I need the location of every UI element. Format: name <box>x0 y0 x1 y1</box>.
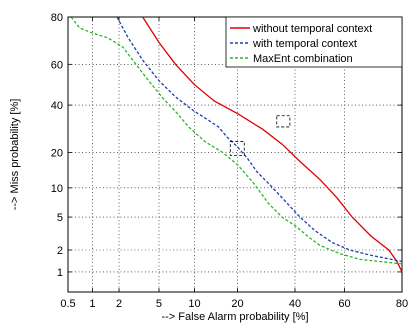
legend-label-3: MaxEnt combination <box>253 53 353 65</box>
ticks: 0.5 1 2 5 10 20 40 60 80 1 2 5 10 20 40 60 80 <box>51 12 408 310</box>
annotation-box-1 <box>276 115 291 128</box>
x-tick-label: 10 <box>188 298 200 310</box>
x-tick-label: 80 <box>396 298 408 310</box>
series-line-3 <box>70 16 403 265</box>
y-tick-label: 1 <box>57 267 63 279</box>
series-line-1 <box>142 16 403 273</box>
x-tick-label: 20 <box>231 298 243 310</box>
series-group <box>70 16 403 273</box>
y-tick-label: 60 <box>51 59 63 71</box>
y-tick-label: 80 <box>51 12 63 24</box>
x-axis-label: --> False Alarm probability [%] <box>161 311 308 323</box>
legend-label-2: with temporal context <box>252 38 357 50</box>
x-tick-label: 1 <box>89 298 95 310</box>
y-tick-label: 5 <box>57 212 63 224</box>
x-tick-label: 40 <box>289 298 301 310</box>
x-tick-label: 2 <box>116 298 122 310</box>
legend-label-1: without temporal context <box>252 23 372 35</box>
x-tick-label: 5 <box>156 298 162 310</box>
annotations <box>229 115 291 156</box>
y-tick-label: 40 <box>51 100 63 112</box>
y-tick-label: 2 <box>57 245 63 257</box>
x-tick-label: 60 <box>338 298 350 310</box>
y-tick-label: 10 <box>51 183 63 195</box>
legend: without temporal context with temporal co… <box>225 16 403 68</box>
annotation-box-2 <box>229 141 245 156</box>
y-tick-label: 20 <box>51 147 63 159</box>
x-tick-label: 0.5 <box>60 298 75 310</box>
y-axis-label: --> Miss probability [%] <box>9 99 21 211</box>
legend-box <box>225 16 403 68</box>
series-line-2 <box>116 16 403 263</box>
